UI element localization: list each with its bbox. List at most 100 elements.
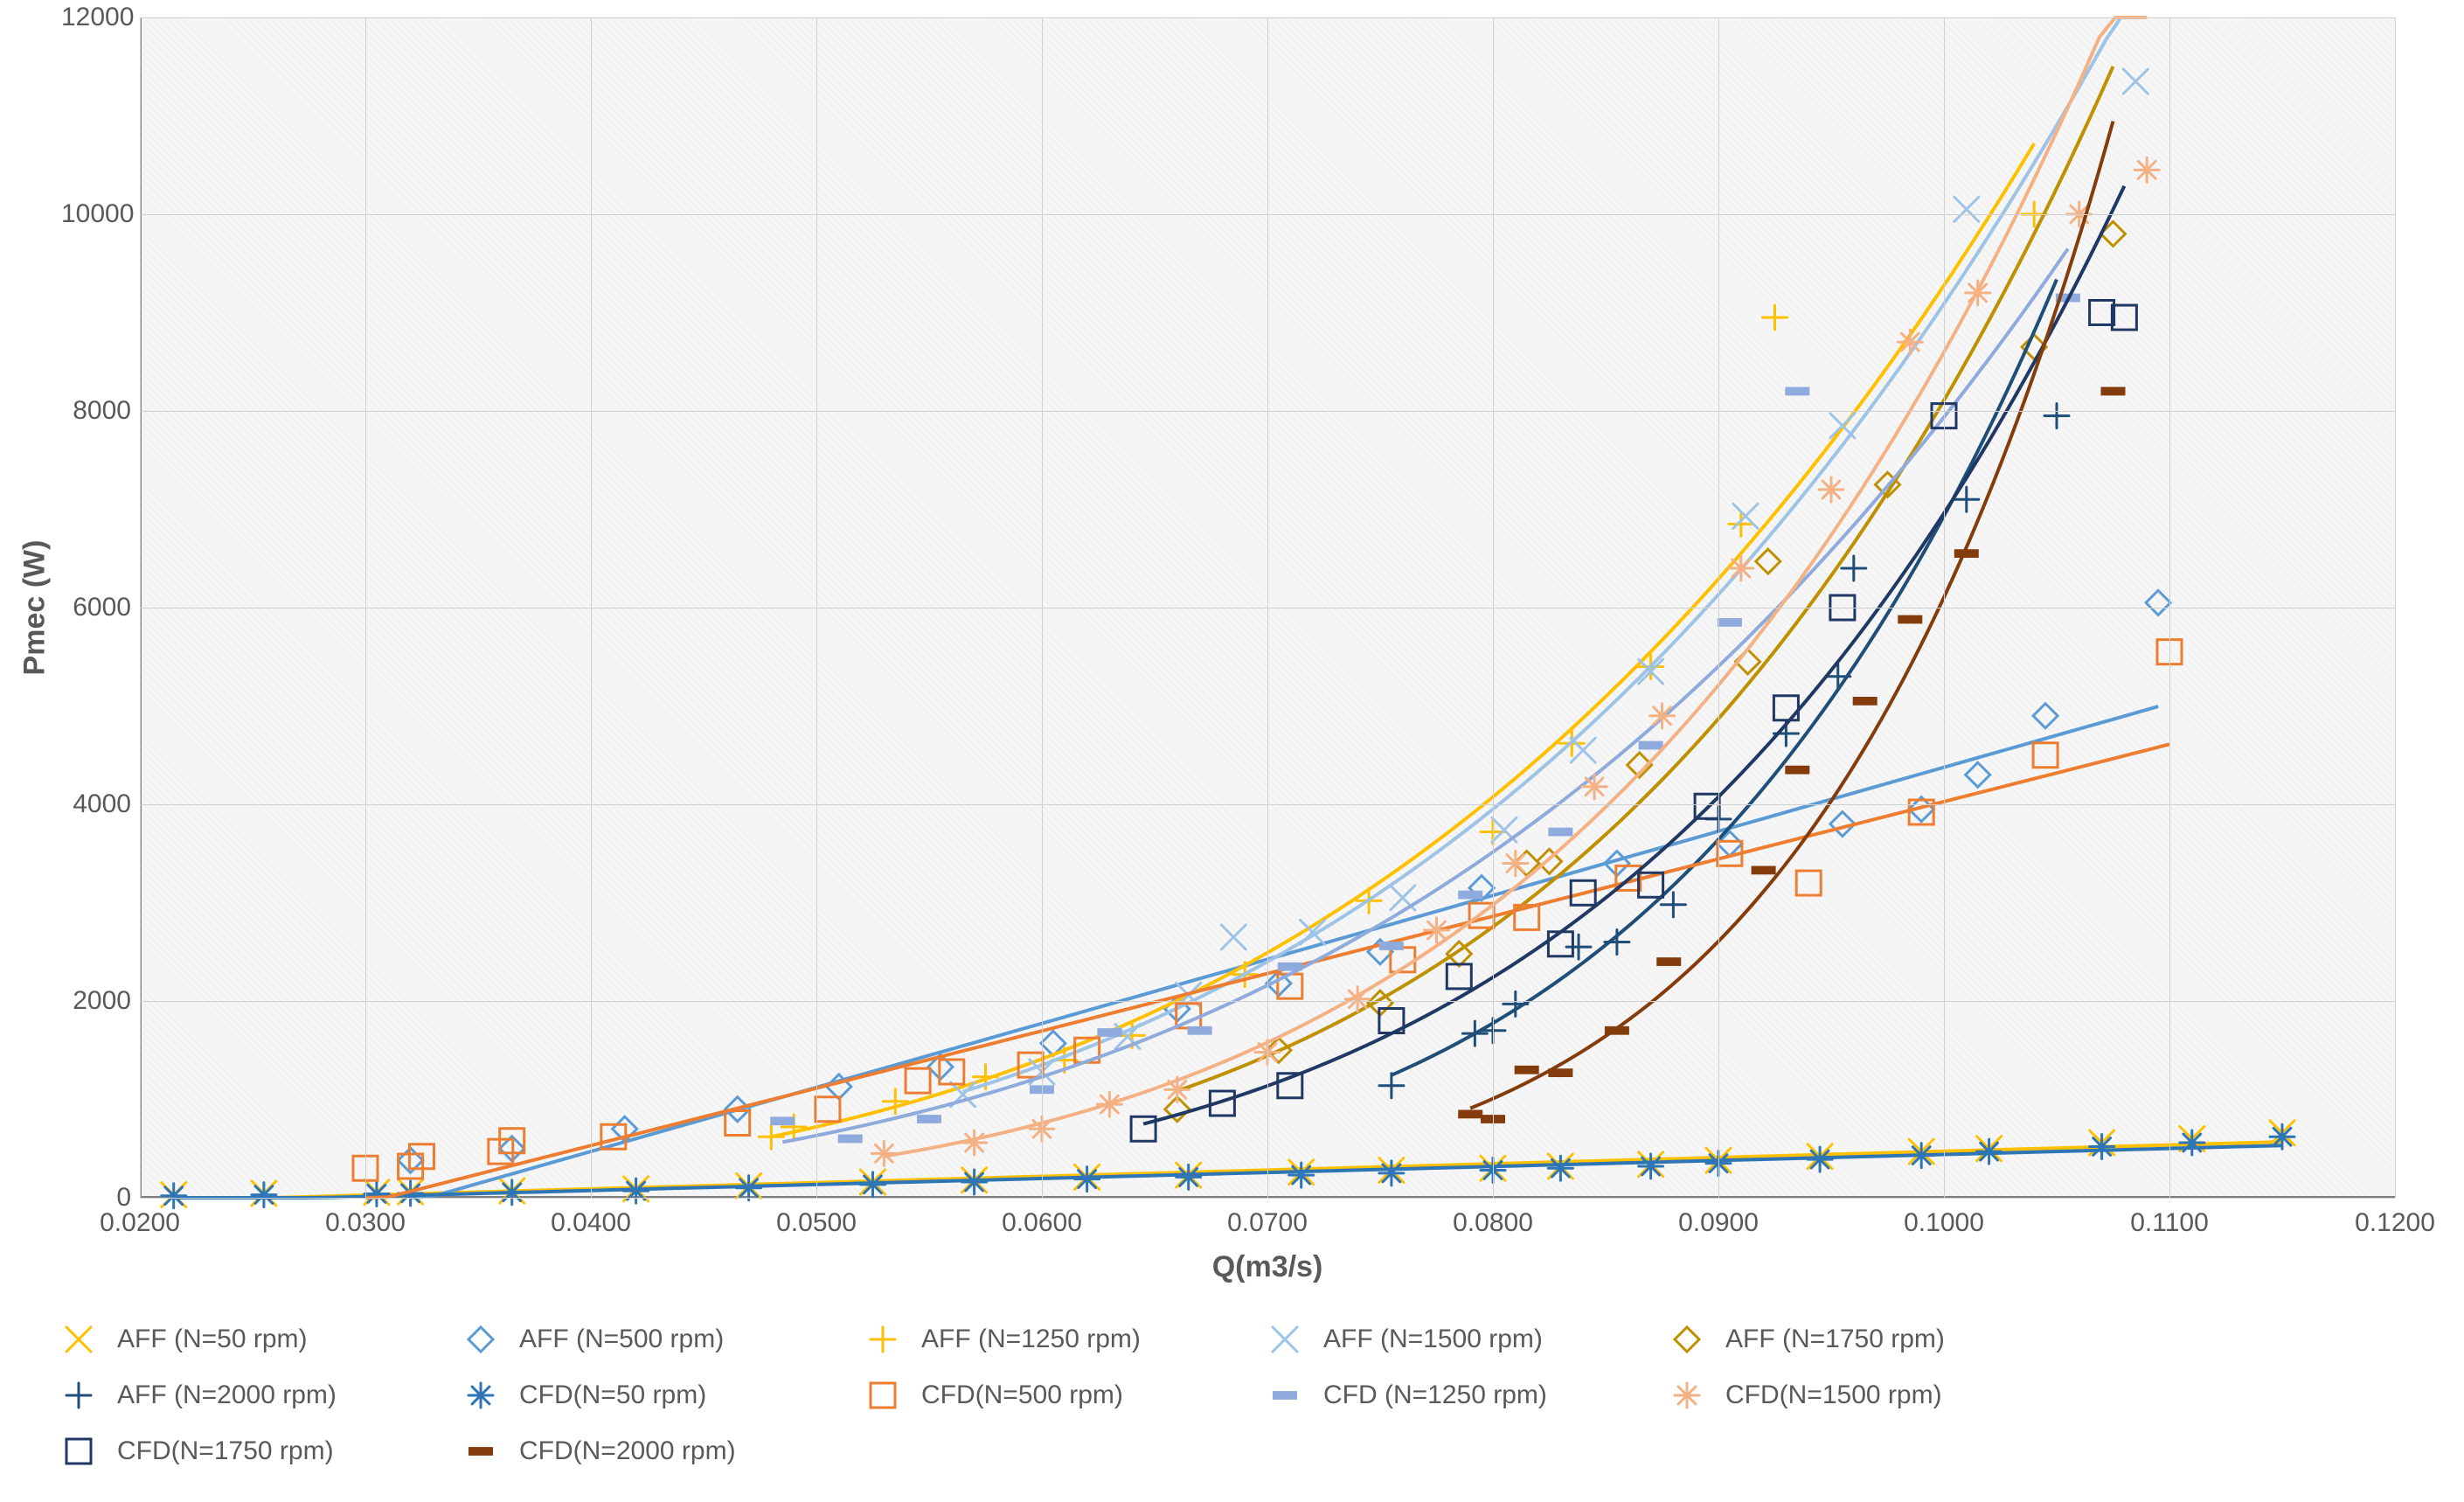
y-tick-label: 4000	[61, 789, 131, 819]
marker-cfd_2000	[1785, 766, 1809, 775]
legend-marker-cfd_2000	[455, 1434, 507, 1469]
x-tick-label: 0.0300	[325, 1208, 406, 1238]
marker-aff_1250	[759, 1124, 783, 1149]
marker-aff_2000	[1661, 893, 1685, 917]
marker-cfd_1750	[2090, 301, 2114, 325]
marker-cfd_1500	[1503, 852, 1528, 876]
x-tick-label: 0.0500	[776, 1208, 857, 1238]
marker-aff_1250	[1763, 305, 1787, 330]
marker-cfd_1500	[1819, 477, 1843, 502]
legend-label-cfd_1750: CFD(N=1750 rpm)	[117, 1436, 334, 1466]
gridline-h	[140, 17, 2395, 18]
marker-cfd_1750	[1548, 932, 1572, 956]
marker-cfd_500	[1796, 871, 1821, 895]
x-tick-label: 0.1000	[1904, 1208, 1984, 1238]
marker-cfd_1500	[1345, 987, 1370, 1012]
gridline-h	[140, 1198, 2395, 1199]
legend-marker-aff_2000	[52, 1378, 105, 1413]
marker-cfd_50	[1379, 1161, 1404, 1186]
marker-cfd_1500	[1582, 775, 1607, 799]
gridline-h	[140, 804, 2395, 805]
legend-item-cfd_500: CFD(N=500 rpm)	[857, 1378, 1259, 1413]
marker-cfd_50	[737, 1176, 761, 1200]
marker-cfd_1250	[1785, 387, 1809, 396]
marker-aff_500	[1966, 762, 1990, 787]
marker-cfd_1500	[1898, 330, 1922, 354]
gridline-h	[140, 214, 2395, 215]
plot-area	[140, 17, 2395, 1198]
marker-cfd_1250	[1548, 828, 1572, 837]
legend-item-aff_2000: AFF (N=2000 rpm)	[52, 1378, 455, 1413]
marker-cfd_2000	[1853, 697, 1877, 706]
marker-cfd_1500	[1650, 704, 1675, 728]
marker-cfd_500	[906, 1068, 930, 1093]
marker-cfd_1250	[1188, 1026, 1212, 1035]
gridline-h	[140, 1001, 2395, 1002]
marker-cfd_1500	[1729, 556, 1753, 581]
marker-cfd_50	[252, 1183, 276, 1207]
x-tick-label: 0.0900	[1678, 1208, 1759, 1238]
marker-aff_1500	[1571, 738, 1595, 762]
legend-item-aff_1750: AFF (N=1750 rpm)	[1661, 1322, 2063, 1357]
legend-item-aff_50: AFF (N=50 rpm)	[52, 1322, 455, 1357]
legend-marker-cfd_50	[455, 1378, 507, 1413]
legend-item-cfd_1250: CFD (N=1250 rpm)	[1259, 1378, 1661, 1413]
marker-cfd_1500	[871, 1141, 896, 1165]
x-tick-label: 0.1200	[2355, 1208, 2435, 1238]
marker-cfd_1500	[962, 1130, 987, 1155]
legend-marker-aff_50	[52, 1322, 105, 1357]
legend-marker-cfd_1750	[52, 1434, 105, 1469]
marker-cfd_2000	[1458, 1109, 1482, 1118]
x-tick-label: 0.0600	[1002, 1208, 1082, 1238]
marker-cfd_1250	[1379, 942, 1404, 950]
marker-aff_2000	[2044, 404, 2069, 428]
y-tick-label: 12000	[61, 3, 131, 32]
legend-item-cfd_1750: CFD(N=1750 rpm)	[52, 1434, 455, 1469]
marker-cfd_2000	[1515, 1066, 1539, 1074]
marker-cfd_1250	[1639, 741, 1663, 750]
marker-cfd_1250	[770, 1116, 795, 1125]
marker-cfd_500	[816, 1097, 840, 1122]
legend-label-aff_50: AFF (N=50 rpm)	[117, 1325, 308, 1354]
marker-aff_1500	[2123, 69, 2148, 94]
marker-cfd_2000	[2101, 387, 2126, 396]
marker-cfd_50	[2270, 1124, 2294, 1149]
x-tick-label: 0.0700	[1227, 1208, 1308, 1238]
chart-container: Pmec (W) Q(m3/s) AFF (N=50 rpm)AFF (N=50…	[0, 0, 2464, 1502]
legend-label-cfd_2000: CFD(N=2000 rpm)	[519, 1436, 736, 1466]
marker-aff_2000	[1462, 1021, 1487, 1046]
marker-aff_2000	[1379, 1074, 1404, 1098]
marker-cfd_2000	[1954, 549, 1979, 558]
marker-cfd_50	[1977, 1139, 2002, 1164]
marker-cfd_2000	[1605, 1026, 1629, 1035]
legend-label-aff_1250: AFF (N=1250 rpm)	[921, 1325, 1141, 1354]
marker-cfd_2000	[1656, 957, 1681, 966]
x-axis-title: Q(m3/s)	[1212, 1250, 1323, 1284]
marker-cfd_50	[1176, 1165, 1201, 1189]
x-tick-label: 0.0400	[551, 1208, 631, 1238]
marker-cfd_1250	[1097, 1028, 1121, 1037]
marker-cfd_50	[2180, 1130, 2204, 1155]
marker-cfd_50	[162, 1184, 186, 1208]
marker-aff_1750	[1756, 549, 1780, 574]
marker-cfd_1500	[1097, 1092, 1121, 1116]
marker-aff_1500	[1221, 925, 1246, 949]
legend-item-cfd_1500: CFD(N=1500 rpm)	[1661, 1378, 2063, 1413]
marker-cfd_1500	[1966, 281, 1990, 305]
y-tick-label: 0	[61, 1183, 131, 1213]
marker-aff_500	[2033, 704, 2058, 728]
marker-cfd_50	[1808, 1147, 1832, 1172]
legend-marker-cfd_1250	[1259, 1378, 1311, 1413]
legend-item-aff_1250: AFF (N=1250 rpm)	[857, 1322, 1259, 1357]
marker-cfd_2000	[1752, 866, 1776, 874]
marker-cfd_50	[1909, 1144, 1933, 1168]
y-tick-label: 8000	[61, 396, 131, 426]
marker-aff_2000	[1503, 991, 1528, 1016]
legend-label-aff_1500: AFF (N=1500 rpm)	[1323, 1325, 1543, 1354]
x-tick-label: 0.1100	[2130, 1208, 2209, 1238]
y-tick-label: 2000	[61, 986, 131, 1016]
marker-cfd_500	[940, 1060, 964, 1084]
x-tick-label: 0.0800	[1453, 1208, 1533, 1238]
legend-marker-aff_500	[455, 1322, 507, 1357]
legend-marker-aff_1250	[857, 1322, 909, 1357]
